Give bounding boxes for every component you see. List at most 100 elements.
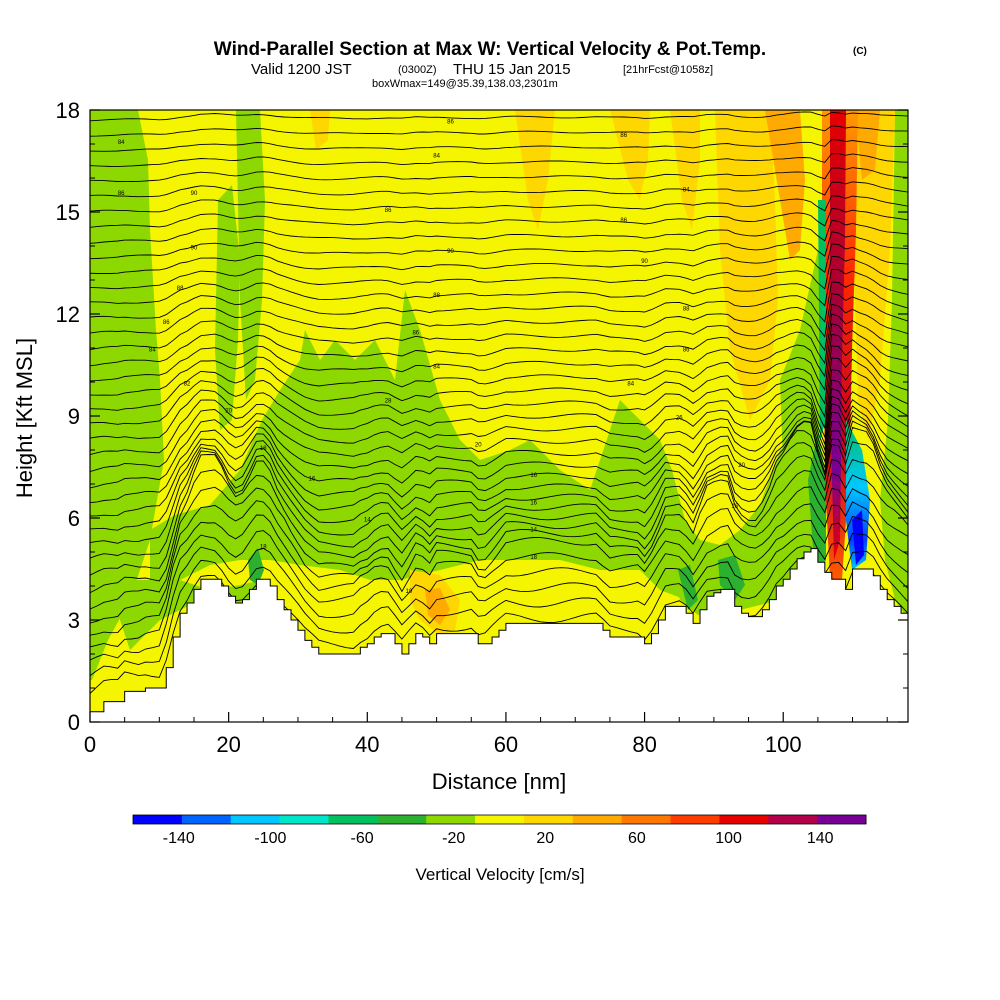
isentrope-line	[90, 153, 908, 168]
contour-label: 16	[731, 504, 738, 510]
contour-label: 16	[530, 500, 537, 506]
isentrope-line	[90, 379, 908, 456]
contour-label: 86	[620, 133, 627, 139]
terrain-profile	[90, 548, 908, 722]
contour-label: 20	[738, 463, 745, 469]
isentrope-line	[90, 219, 908, 244]
isentrope-line	[90, 414, 908, 531]
plume-730	[715, 110, 778, 420]
isentrope-line	[90, 545, 908, 677]
plume-520	[515, 110, 555, 230]
colorbar: -140 -100 -60 -20 20 60 100 140	[132, 814, 867, 847]
valid-date: THU 15 Jan 2015	[453, 61, 571, 78]
x-axis: 0 20 40 60 80 100	[84, 712, 888, 757]
contour-label: 86	[118, 191, 125, 197]
isentrope-line	[90, 323, 908, 382]
contour-label: 86	[412, 330, 419, 336]
isentrope-line	[90, 255, 908, 290]
colorbar-tick-label: -100	[254, 830, 286, 847]
downdraft-core	[846, 420, 870, 570]
contour-label: 86	[620, 218, 627, 224]
forecast-label: [21hrFcst@1058z]	[623, 64, 713, 76]
contour-label: 14	[530, 528, 537, 534]
contour-label: 84	[433, 154, 440, 160]
contour-label: 10	[406, 589, 413, 595]
isentrope-line	[90, 313, 908, 367]
y-tick-label: 3	[68, 608, 80, 633]
contour-label: 90	[191, 191, 198, 197]
col-green-240	[236, 110, 265, 400]
y-axis: 0 3 6 9 12 15 18	[56, 98, 908, 735]
isentrope-line	[90, 388, 908, 473]
colorbar-swatch	[523, 815, 574, 824]
contour-label: 84	[118, 140, 125, 146]
contour-label: 84	[433, 364, 440, 370]
isentrope-line	[90, 357, 908, 425]
x-tick-label: 60	[494, 732, 518, 757]
contour-label: 84	[683, 188, 690, 194]
x-tick-label: 100	[765, 732, 802, 757]
y-tick-label: 6	[68, 506, 80, 531]
isentrope-line	[90, 455, 908, 594]
pocket-730	[718, 555, 745, 600]
colorbar-tick-label: 100	[715, 830, 742, 847]
isentrope-line	[90, 195, 908, 213]
colorbar-tick-label: 140	[807, 830, 834, 847]
contour-label: 82	[184, 381, 191, 387]
colorbar-swatch	[475, 815, 525, 824]
chart-title: Wind-Parallel Section at Max W: Vertical…	[214, 39, 766, 60]
updraft-core	[830, 110, 846, 560]
isentropes	[90, 111, 908, 694]
isentrope-line	[90, 268, 908, 307]
x-tick-label: 40	[355, 732, 379, 757]
y-axis-label: Height [Kft MSL]	[12, 338, 37, 498]
colorbar-label: Vertical Velocity [cm/s]	[415, 865, 584, 884]
isentrope-line	[90, 231, 908, 260]
contour-label: 18	[260, 545, 267, 551]
contour-labels: 84 86 90 86 86 84 84 86 86 90 90 90 88 88 88 86 86 84 86 84…	[118, 120, 746, 595]
isentrope-line	[90, 410, 908, 517]
colorbar-swatch	[817, 815, 867, 824]
isentrope-line	[90, 426, 908, 559]
valid-prefix: Valid 1200 JST	[251, 61, 352, 78]
isentrope-line	[90, 281, 908, 323]
x-tick-label: 20	[216, 732, 240, 757]
isentrope-line	[90, 470, 908, 610]
contour-label: 86	[163, 320, 170, 326]
isentrope-line	[90, 111, 908, 122]
colorbar-swatch	[279, 815, 329, 824]
isentrope-line	[90, 515, 908, 648]
x-axis-label: Distance [nm]	[432, 769, 567, 794]
colorbar-swatch	[181, 815, 232, 824]
contour-label: 86	[447, 120, 454, 126]
contour-label: 84	[627, 381, 634, 387]
colorbar-swatch	[328, 815, 378, 824]
colorbar-swatch	[572, 815, 623, 824]
contour-label: 26	[676, 415, 683, 421]
isentrope-line	[90, 125, 908, 137]
plume-850	[850, 110, 895, 440]
colorbar-swatch	[426, 815, 476, 824]
x-tick-label: 80	[632, 732, 656, 757]
colorbar-swatch	[133, 815, 183, 824]
isentrope-line	[90, 403, 908, 504]
plume-770	[765, 110, 805, 260]
box-info: boxWmax=149@35.39,138.03,2301m	[372, 78, 558, 90]
colorbar-tick-label: 60	[628, 830, 646, 847]
contour-label: 88	[683, 307, 690, 313]
contour-label: 90	[641, 259, 648, 265]
colorbar-tick-label: -20	[442, 830, 465, 847]
isentrope-line	[90, 369, 908, 439]
isentrope-line	[90, 243, 908, 274]
right-green-strip	[880, 110, 908, 620]
isentrope-line	[90, 345, 908, 411]
green-edge-right	[818, 200, 826, 440]
contour-label: 18	[530, 555, 537, 561]
isentrope-line	[90, 293, 908, 338]
isentrope-line	[90, 501, 908, 636]
valid-utc: (0300Z)	[398, 64, 437, 76]
y-tick-label: 12	[56, 302, 80, 327]
isentrope-line	[90, 208, 908, 228]
isentrope-line	[90, 532, 908, 661]
